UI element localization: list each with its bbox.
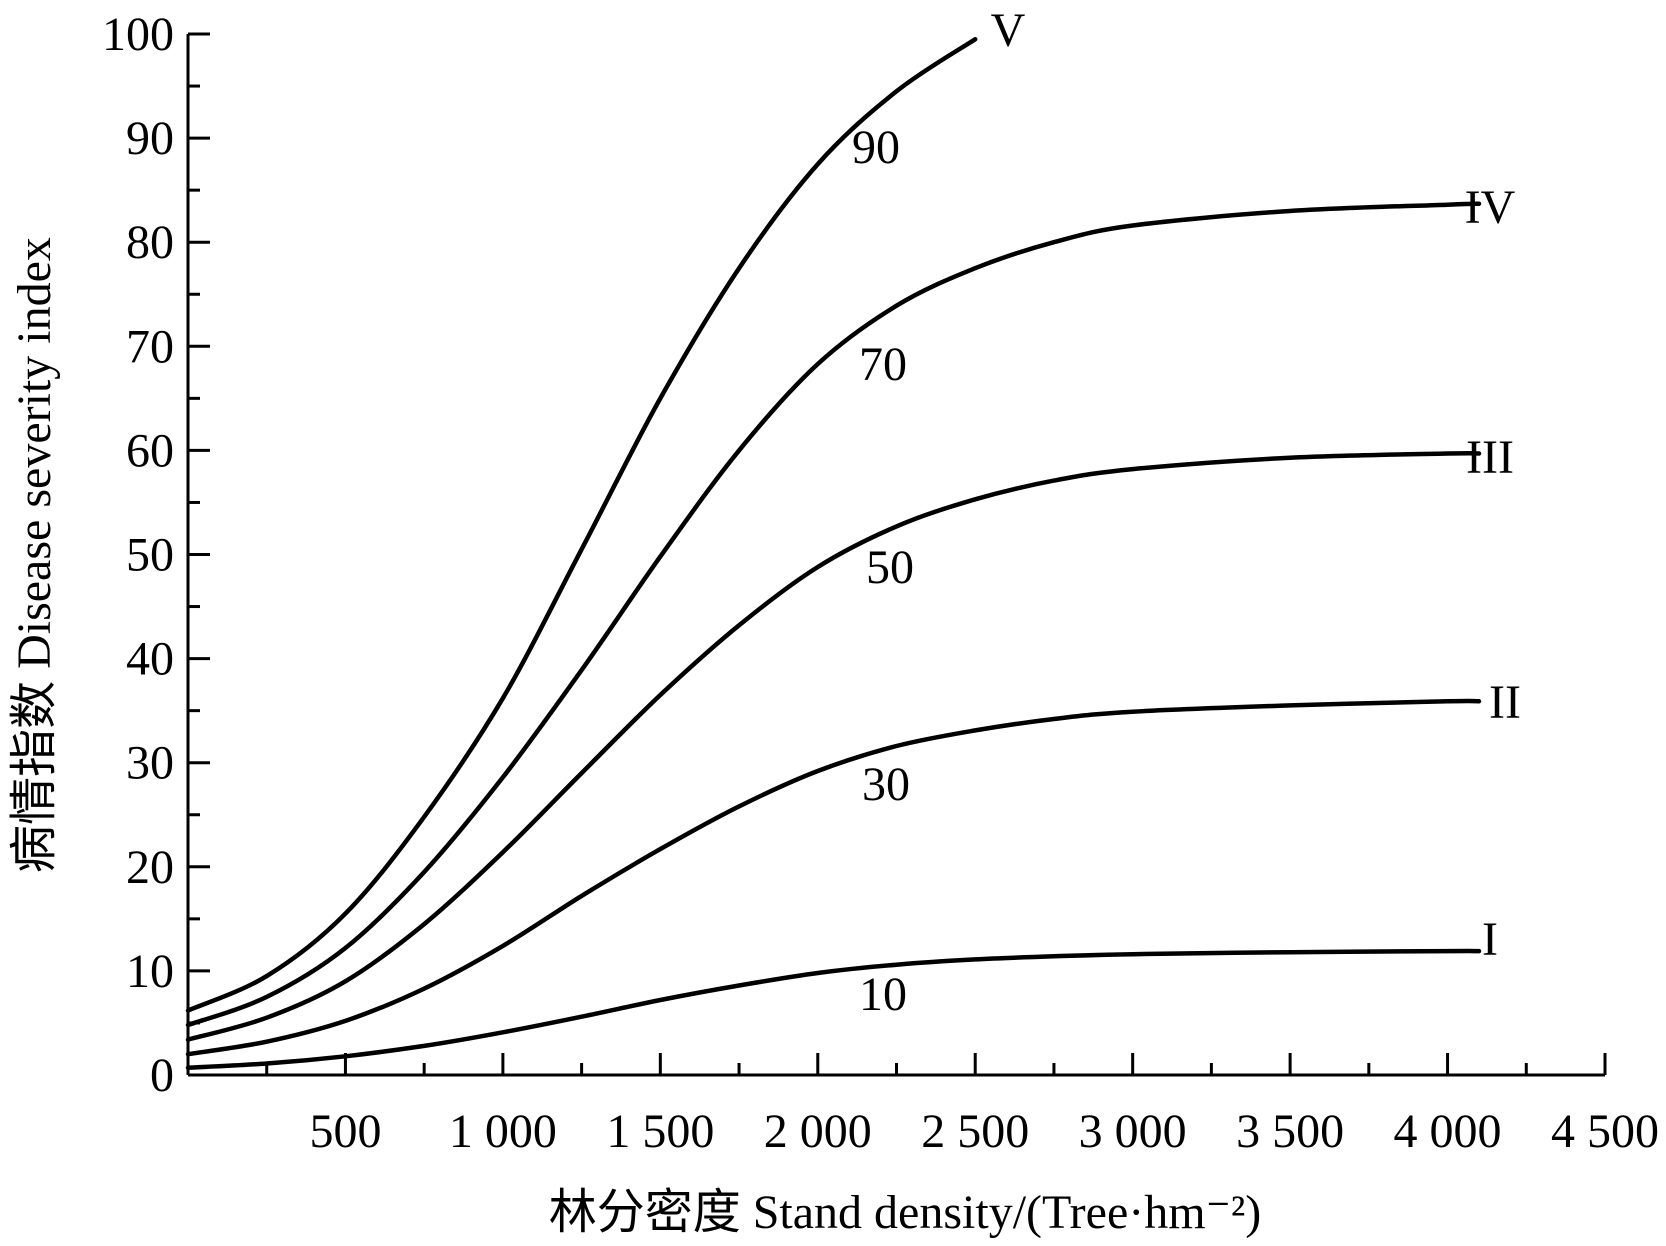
x-tick-label: 1 000 (449, 1105, 557, 1158)
y-tick-label: 40 (126, 633, 174, 686)
x-tick-label: 4 500 (1551, 1105, 1659, 1158)
x-tick-label: 3 500 (1236, 1105, 1344, 1158)
x-tick-label: 2 500 (921, 1105, 1029, 1158)
curve-end-label: V (991, 4, 1026, 57)
y-axis-title: 病情指数 Disease severity index (8, 237, 61, 873)
x-tick-label: 500 (309, 1105, 381, 1158)
x-tick-label: 3 000 (1079, 1105, 1187, 1158)
curve-I (185, 948, 1482, 1070)
curves (185, 36, 1482, 1070)
curve-mid-label: 50 (866, 541, 914, 594)
y-tick-label: 60 (126, 424, 174, 477)
curve-mid-label: 10 (859, 968, 907, 1021)
y-tick-label: 70 (126, 320, 174, 373)
curve-end-label: III (1466, 431, 1514, 484)
curve-end-label: II (1489, 676, 1521, 729)
x-tick-label: 1 500 (606, 1105, 714, 1158)
curve-mid-label: 70 (859, 338, 907, 391)
y-tick-label: 20 (126, 841, 174, 894)
y-tick-label: 30 (126, 737, 174, 790)
y-tick-label: 100 (102, 8, 174, 61)
y-tick-label: 50 (126, 529, 174, 582)
x-ticks: 500 1 000 1 500 2 000 2 500 3 000 3 500 4 000 4 … (265, 1053, 1659, 1158)
y-ticks: 0 10 20 30 40 50 60 70 80 90 100 (102, 8, 210, 1102)
y-tick-label: 90 (126, 112, 174, 165)
curve-II (185, 698, 1482, 1057)
y-tick-label: 10 (126, 945, 174, 998)
curve-III (185, 450, 1482, 1042)
x-axis-title: 林分密度 Stand density/(Tree·hm⁻²) (549, 1186, 1262, 1239)
curve-mid-label: 30 (862, 758, 910, 811)
y-tick-label: 0 (150, 1049, 174, 1102)
x-tick-label: 2 000 (764, 1105, 872, 1158)
curve-end-label: IV (1465, 181, 1516, 234)
curve-labels: I 10 II 30 III 50 IV 70 V 90 (852, 4, 1521, 1021)
curve-end-label: I (1482, 913, 1498, 966)
curve-V (185, 36, 978, 1013)
curve-IV (185, 201, 1482, 1028)
curve-mid-label: 90 (852, 121, 900, 174)
x-tick-label: 4 000 (1394, 1105, 1502, 1158)
y-tick-label: 80 (126, 216, 174, 269)
